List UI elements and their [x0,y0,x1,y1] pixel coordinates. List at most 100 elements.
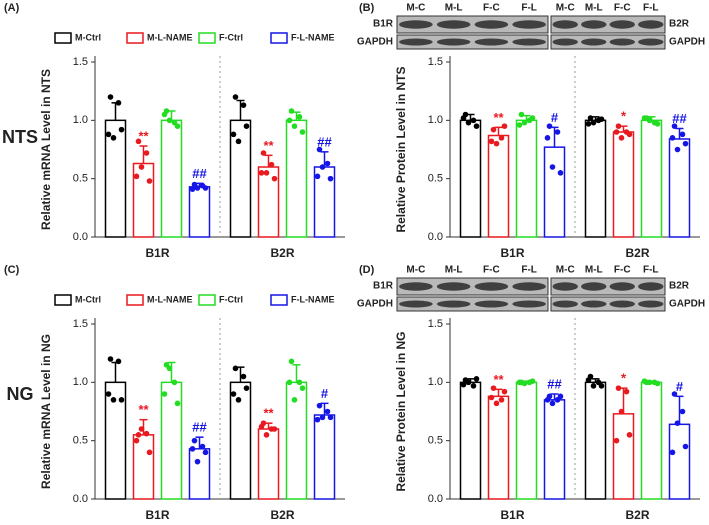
data-point [521,380,528,387]
significance: # [676,379,684,394]
data-point [546,123,553,129]
data-point [641,115,648,121]
data-point [641,378,648,384]
data-point [296,379,303,386]
legend-swatch [270,32,288,44]
data-point [554,129,561,135]
blot-label: GAPDH [669,37,705,48]
data-point [618,135,625,141]
bar [188,448,211,500]
blot-band [638,20,664,29]
x-tick-label: B2R [270,508,294,522]
significance: ## [192,420,207,435]
blot-band [609,38,635,46]
data-point [590,383,597,389]
blot-band [552,300,578,308]
y-tick-label: 0.5 [428,173,443,185]
data-point [115,100,122,106]
bar [257,428,280,500]
data-point [674,146,681,153]
lane-label: M-C [406,265,425,276]
data-point [161,391,168,397]
data-point [615,385,622,391]
blot-band [512,38,546,46]
x-tick-label: B1R [145,246,169,260]
data-point [199,443,206,450]
y-tick-label: 1.5 [428,318,443,330]
data-point [105,131,112,138]
data-point [618,408,625,415]
significance: ** [138,402,149,417]
data-point [291,397,298,403]
bar [132,434,155,500]
data-point [598,116,605,122]
bar [285,119,308,238]
data-point [585,121,592,127]
data-point [518,111,525,118]
blot-band [552,38,578,46]
data-point [191,437,198,444]
blot-strip [550,296,666,312]
data-point [516,122,523,128]
data-point [327,175,334,182]
blot-band [581,38,607,46]
blot-strip [396,34,549,50]
data-point [286,117,293,124]
blot-band [399,300,433,308]
data-point [171,379,178,386]
legend-label: M-L-NAME [147,32,193,42]
legend-swatch [126,294,144,306]
bar [668,138,691,238]
y-tick-label: 1.0 [428,114,443,126]
data-point [189,186,196,192]
data-point [194,185,201,191]
legend-label: M-Ctrl [75,32,101,42]
data-point [646,379,653,386]
data-point [194,458,201,465]
data-point [268,161,275,168]
data-point [291,123,298,129]
data-point [501,123,508,129]
data-point [544,135,551,141]
data-point [501,388,508,395]
bar [543,399,566,500]
legend-swatch [198,294,216,306]
blot-strip [550,15,666,34]
bar [612,131,635,238]
data-point [235,138,242,145]
data-point [549,400,556,407]
data-point [258,423,265,430]
blot-band [581,20,607,29]
bar [160,119,183,238]
data-point [189,446,196,452]
bar [188,186,211,238]
lane-label: F-L [643,265,659,276]
x-tick-label: B2R [625,246,649,260]
data-point [118,126,125,133]
lane-label: M-C [556,3,575,14]
blot-band [436,20,471,29]
data-point [107,356,114,362]
legend-label: F-L-NAME [291,32,335,42]
y-tick-label: 1.5 [73,56,88,68]
lane-label: M-L [445,265,463,276]
legend-label: F-Ctrl [219,32,243,42]
data-point [232,94,239,100]
bar [515,381,538,500]
y-tick-label: 0.0 [428,493,443,505]
data-point [465,379,472,386]
lane-label: M-C [556,265,575,276]
lane-label: F-C [614,3,631,14]
lane-label: M-C [406,3,425,14]
data-point [623,388,630,395]
data-point [288,108,295,114]
lane-label: F-L [521,265,537,276]
legend-label: F-L-NAME [291,294,335,304]
data-point [107,94,114,100]
data-point [299,385,306,391]
lane-label: F-C [483,265,500,276]
data-point [529,378,536,384]
data-point [146,449,153,456]
data-point [271,175,278,182]
data-point [288,358,295,365]
